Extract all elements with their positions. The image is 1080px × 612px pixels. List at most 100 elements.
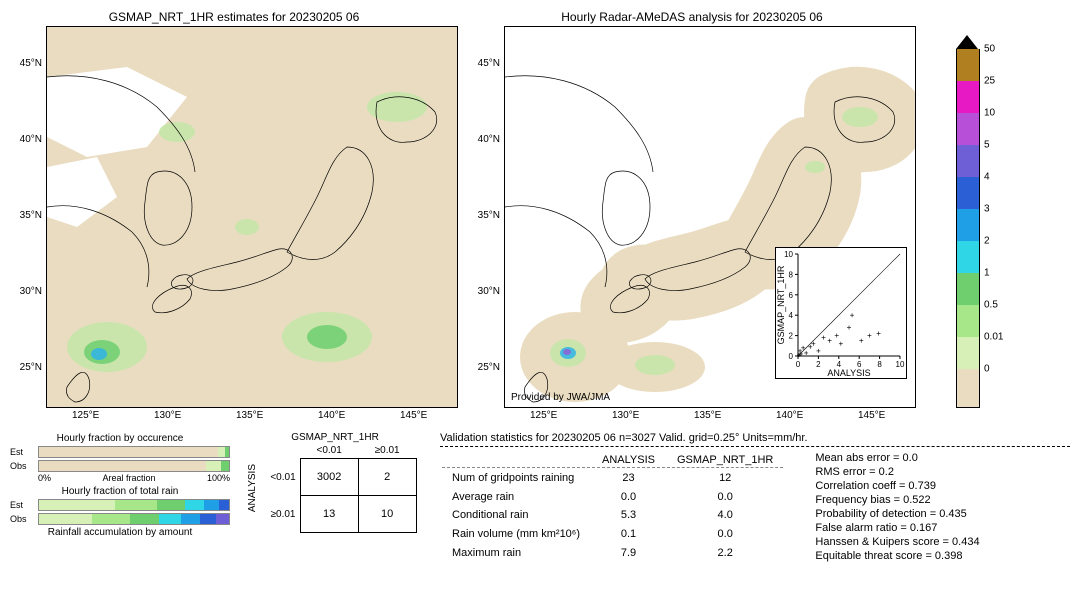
contingency-row-title: ANALYSIS (245, 464, 258, 512)
accumulation-footer: Rainfall accumulation by amount (10, 527, 230, 538)
left-x-axis: 125°E130°E135°E140°E145°E (46, 408, 458, 424)
est-label: Est (10, 447, 34, 457)
validation-cell: 0.1 (592, 526, 665, 543)
ytick-label: 30°N (20, 286, 42, 297)
colorbar-label: 0.5 (984, 300, 998, 311)
right-y-axis: 25°N30°N35°N40°N45°N (468, 26, 504, 408)
left-map-svg (47, 27, 457, 407)
xtick-label: 145°E (858, 410, 885, 421)
svg-text:0: 0 (796, 360, 801, 369)
occurrence-obs-bar (38, 460, 230, 472)
bar-segment (219, 500, 229, 510)
validation-cell: 2.2 (667, 544, 783, 561)
colorbar-segment (956, 113, 980, 145)
validation-section: Validation statistics for 20230205 06 n=… (440, 432, 1070, 563)
cont-cell-01: 2 (358, 459, 416, 496)
left-y-axis: 25°N 30°N 35°N 40°N 45°N (10, 26, 46, 408)
bar-segment (157, 500, 186, 510)
cont-col-1: ≥0.01 (358, 443, 416, 459)
right-map-panel: Hourly Radar-AMeDAS analysis for 2023020… (468, 10, 916, 424)
est-label-2: Est (10, 500, 34, 510)
cont-col-0: <0.01 (300, 443, 358, 459)
scatter-svg: 00224466881010ANALYSISGSMAP_NRT_1HR (776, 248, 906, 378)
validation-col-header: GSMAP_NRT_1HR (667, 453, 783, 468)
validation-scores: Mean abs error = 0.0RMS error = 0.2Corre… (815, 451, 979, 563)
xtick-label: 140°E (318, 410, 345, 421)
colorbar-segment (956, 49, 980, 81)
ytick-label: 30°N (478, 286, 500, 297)
svg-text:0: 0 (789, 352, 794, 361)
cont-cell-11: 10 (358, 496, 416, 533)
validation-cell: Average rain (442, 489, 590, 506)
validation-table: ANALYSISGSMAP_NRT_1HR Num of gridpoints … (440, 451, 785, 563)
ytick-label: 45°N (20, 58, 42, 69)
left-map (46, 26, 458, 408)
svg-text:10: 10 (896, 360, 905, 369)
colorbar-segment (956, 81, 980, 113)
left-map-panel: GSMAP_NRT_1HR estimates for 20230205 06 … (10, 10, 458, 424)
totalrain-obs-bar (38, 513, 230, 525)
obs-label: Obs (10, 461, 34, 471)
validation-cell: 0.0 (667, 526, 783, 543)
colorbar-segment (956, 177, 980, 209)
validation-col-header (442, 453, 590, 468)
bar-segment (39, 500, 115, 510)
bar-segment (204, 500, 219, 510)
contingency-table: <0.01≥0.01 <0.01 3002 2 ≥0.01 13 10 (266, 443, 416, 533)
xtick-label: 125°E (72, 410, 99, 421)
contingency-col-title: GSMAP_NRT_1HR (245, 432, 425, 443)
validation-score: Correlation coeff = 0.739 (815, 479, 979, 493)
validation-score: Probability of detection = 0.435 (815, 507, 979, 521)
colorbar-segment (956, 209, 980, 241)
bar-segment (225, 447, 229, 457)
axis-center: Areal fraction (102, 473, 155, 483)
colorbar-overflow-icon (956, 35, 978, 49)
right-map-title: Hourly Radar-AMeDAS analysis for 2023020… (468, 10, 916, 24)
xtick-label: 140°E (776, 410, 803, 421)
bar-segment (200, 514, 215, 524)
xtick-label: 135°E (694, 410, 721, 421)
svg-text:6: 6 (789, 291, 794, 300)
bar-segment (218, 447, 226, 457)
right-map: Provided by JWA/JMA 00224466881010ANALYS… (504, 26, 916, 408)
validation-score: Frequency bias = 0.522 (815, 493, 979, 507)
bar-segment (130, 514, 159, 524)
xtick-label: 135°E (236, 410, 263, 421)
totalrain-title: Hourly fraction of total rain (10, 486, 230, 497)
colorbar-label: 4 (984, 172, 990, 183)
bar-segment (92, 514, 130, 524)
ytick-label: 25°N (478, 362, 500, 373)
occurrence-title: Hourly fraction by occurence (10, 433, 230, 444)
colorbar-segment (956, 305, 980, 337)
bar-segment (115, 500, 157, 510)
bar-segment (39, 447, 218, 457)
validation-score: Mean abs error = 0.0 (815, 451, 979, 465)
right-x-axis: 125°E130°E135°E140°E145°E (504, 408, 916, 424)
bottom-row: Hourly fraction by occurence Est Obs 0% … (10, 432, 1070, 563)
axis-100pct: 100% (207, 473, 230, 483)
colorbar-label: 2 (984, 236, 990, 247)
validation-score: Equitable threat score = 0.398 (815, 549, 979, 563)
colorbar-label: 0.01 (984, 332, 1003, 343)
validation-col-header: ANALYSIS (592, 453, 665, 468)
colorbar-label: 25 (984, 76, 995, 87)
validation-cell: Num of gridpoints raining (442, 470, 590, 487)
ytick-label: 25°N (20, 362, 42, 373)
svg-text:ANALYSIS: ANALYSIS (827, 368, 870, 378)
validation-cell: 0.0 (592, 489, 665, 506)
svg-text:8: 8 (789, 270, 794, 279)
ytick-label: 35°N (20, 210, 42, 221)
left-map-title: GSMAP_NRT_1HR estimates for 20230205 06 (10, 10, 458, 24)
obs-label-2: Obs (10, 514, 34, 524)
bar-segment (159, 514, 182, 524)
fraction-bars-section: Hourly fraction by occurence Est Obs 0% … (10, 432, 230, 563)
colorbar-segment (956, 369, 980, 408)
colorbar-segment (956, 273, 980, 305)
colorbar-label: 50 (984, 44, 995, 55)
xtick-label: 125°E (530, 410, 557, 421)
bar-segment (181, 514, 200, 524)
colorbar-label: 3 (984, 204, 990, 215)
provided-by-label: Provided by JWA/JMA (511, 392, 610, 403)
ytick-label: 45°N (478, 58, 500, 69)
ytick-label: 40°N (20, 134, 42, 145)
